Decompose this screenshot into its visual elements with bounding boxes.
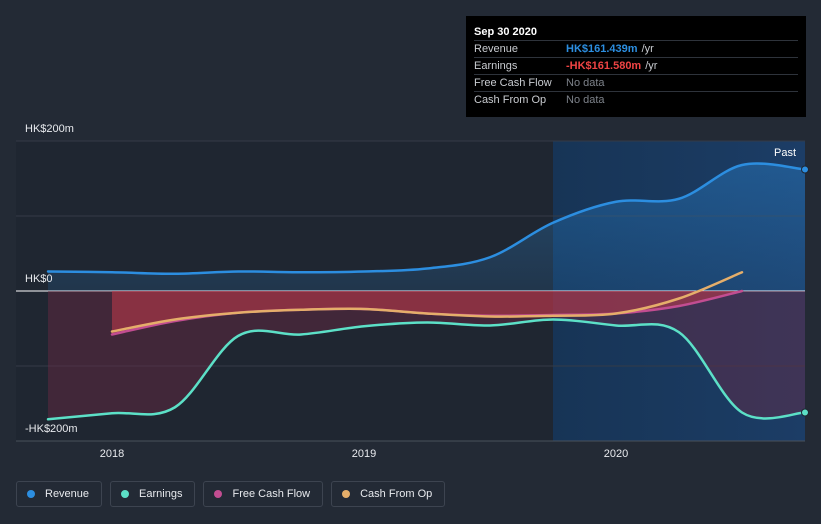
- tooltip-unit: /yr: [645, 60, 658, 72]
- y-tick-label-zero: HK$0: [25, 273, 53, 285]
- legend-item-revenue[interactable]: Revenue: [16, 481, 103, 507]
- tooltip-row-revenue: Revenue HK$161.439m /yr: [474, 40, 798, 57]
- y-tick-label-top: HK$200m: [25, 123, 74, 135]
- tooltip-label: Revenue: [474, 43, 519, 55]
- tooltip-value: No data: [566, 94, 605, 106]
- tooltip-unit: /yr: [641, 43, 654, 55]
- series-line-cash-from-op: [110, 271, 744, 333]
- tooltip-row-free-cash-flow: Free Cash Flow No data: [474, 74, 798, 91]
- legend-label: Earnings: [139, 488, 183, 500]
- tooltip-label: Earnings: [474, 60, 518, 72]
- tooltip-label: Cash From Op: [474, 94, 547, 106]
- revenue-area: [48, 163, 805, 291]
- x-tick-label-2020: 2020: [603, 448, 629, 460]
- tooltip-value: HK$161.439m: [566, 43, 638, 55]
- x-tick-label-2019: 2019: [351, 448, 377, 460]
- end-marker-earnings[interactable]: [801, 408, 809, 417]
- legend-item-free-cash-flow[interactable]: Free Cash Flow: [203, 481, 324, 507]
- series-line-revenue: [46, 162, 807, 276]
- legend: Revenue Earnings Free Cash Flow Cash Fro…: [16, 481, 446, 507]
- legend-dot-icon: [342, 490, 351, 498]
- legend-label: Revenue: [45, 488, 90, 500]
- tooltip-row-earnings: Earnings -HK$161.580m /yr: [474, 57, 798, 74]
- end-marker-revenue[interactable]: [801, 165, 809, 174]
- legend-dot-icon: [214, 490, 223, 498]
- tooltip-value: -HK$161.580m: [566, 60, 642, 72]
- legend-item-cash-from-op[interactable]: Cash From Op: [331, 481, 446, 507]
- past-label: Past: [774, 147, 797, 159]
- tooltip-date: Sep 30 2020: [474, 26, 537, 38]
- legend-item-earnings[interactable]: Earnings: [110, 481, 196, 507]
- tooltip-value: No data: [566, 77, 605, 89]
- legend-dot-icon: [121, 490, 130, 498]
- y-tick-label-bottom: -HK$200m: [25, 423, 78, 435]
- x-tick-label-2018: 2018: [99, 448, 125, 460]
- legend-dot-icon: [27, 490, 35, 498]
- earnings-area: [48, 291, 805, 420]
- legend-label: Cash From Op: [360, 488, 433, 500]
- tooltip: Sep 30 2020 Revenue HK$161.439m /yr Earn…: [466, 16, 806, 117]
- tooltip-row-cash-from-op: Cash From Op No data: [474, 91, 798, 108]
- tooltip-label: Free Cash Flow: [474, 77, 552, 89]
- legend-label: Free Cash Flow: [232, 488, 311, 500]
